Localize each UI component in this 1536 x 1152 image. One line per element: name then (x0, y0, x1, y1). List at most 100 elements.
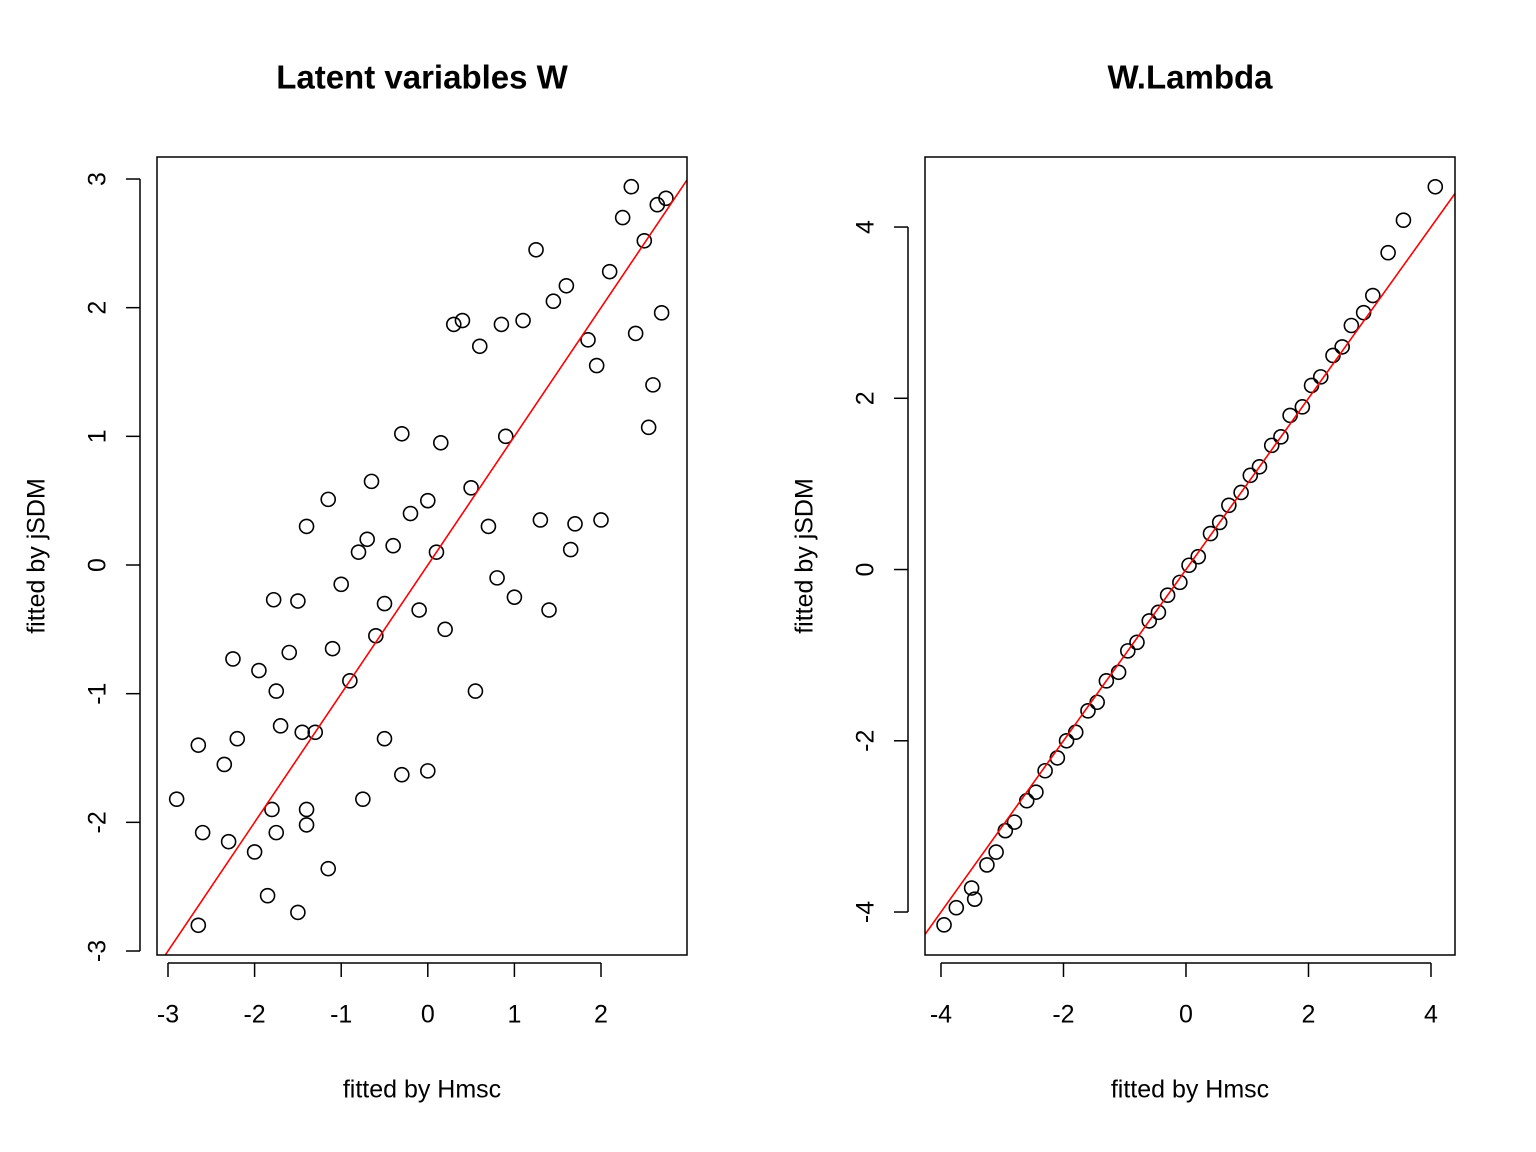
point (394, 425, 410, 442)
point (623, 178, 640, 195)
point (307, 724, 324, 741)
point (1159, 587, 1176, 604)
point (645, 377, 661, 393)
point (298, 817, 315, 833)
point (1120, 643, 1136, 659)
y-axis-label: fitted by jSDM (23, 478, 51, 634)
point (1006, 814, 1023, 830)
point (168, 791, 185, 807)
point (268, 683, 285, 699)
point (359, 531, 375, 548)
point (194, 824, 211, 841)
point (636, 232, 653, 249)
point (1427, 178, 1444, 195)
x-tick-label: -4 (930, 1001, 952, 1029)
point (979, 857, 995, 873)
point (281, 644, 298, 661)
x-tick-label: -1 (330, 1001, 352, 1029)
point (251, 662, 267, 679)
point (190, 917, 207, 934)
point (506, 589, 523, 605)
point (1098, 673, 1115, 689)
point (463, 480, 479, 496)
point (532, 512, 549, 528)
point (541, 602, 557, 618)
x-tick-label: 1 (507, 1001, 521, 1029)
point (1129, 634, 1145, 651)
point (342, 673, 358, 689)
point (1334, 339, 1350, 355)
point (1049, 750, 1066, 766)
point (963, 880, 980, 896)
chart-title: Latent variables W (276, 59, 568, 96)
point (997, 822, 1014, 839)
point (320, 491, 337, 508)
point (1018, 792, 1035, 809)
point (936, 917, 952, 933)
points (925, 178, 1455, 935)
points (164, 178, 687, 955)
point (601, 263, 618, 280)
x-tick-label: 4 (1424, 1001, 1438, 1029)
point (1380, 244, 1396, 261)
y-tick-label: 1 (84, 429, 112, 443)
point (640, 419, 657, 436)
y-tick-label: -4 (852, 901, 880, 923)
point (432, 434, 449, 451)
point (567, 516, 583, 532)
point (1172, 574, 1188, 591)
point (497, 428, 514, 445)
y-tick-label: 2 (852, 391, 880, 405)
point (658, 190, 674, 207)
point (298, 801, 315, 818)
point (1067, 724, 1084, 741)
y-tick-label: 4 (852, 220, 880, 234)
point (966, 891, 983, 907)
y-tick-label: 0 (84, 558, 112, 572)
point (298, 518, 315, 535)
point (1037, 762, 1053, 779)
point (268, 824, 285, 841)
point (294, 724, 311, 741)
point (216, 756, 233, 773)
point (627, 325, 644, 342)
point (376, 730, 393, 747)
point (1282, 407, 1298, 424)
point (1303, 377, 1320, 394)
point (363, 473, 380, 490)
point (385, 537, 401, 554)
point (1221, 497, 1237, 514)
point (1233, 484, 1249, 501)
point (1028, 784, 1044, 800)
point (1395, 212, 1412, 228)
point (1089, 694, 1105, 711)
point (1343, 317, 1360, 334)
reference-line (925, 193, 1455, 935)
x-axis-label: fitted by Hmsc (1111, 1076, 1269, 1104)
point (580, 332, 596, 348)
x-axis-label: fitted by Hmsc (343, 1076, 501, 1104)
point (1141, 613, 1158, 629)
y-tick-label: 2 (84, 301, 112, 315)
point (454, 312, 471, 329)
point (437, 621, 453, 638)
y-tick-label: -2 (84, 811, 112, 833)
point (246, 844, 263, 860)
point (265, 591, 282, 608)
y-tick-label: -2 (852, 730, 880, 752)
point (1251, 458, 1268, 475)
point (225, 651, 241, 667)
point (350, 544, 367, 560)
point (1190, 548, 1207, 565)
point (420, 763, 436, 779)
point (1181, 557, 1197, 574)
point (259, 887, 276, 904)
point (420, 492, 436, 509)
x-tick-label: 2 (594, 1001, 608, 1029)
y-axis-label: fitted by jSDM (791, 478, 819, 634)
point (1110, 664, 1127, 681)
y-tick-label: -1 (84, 683, 112, 705)
plot-frame (156, 156, 688, 956)
point (355, 791, 371, 807)
